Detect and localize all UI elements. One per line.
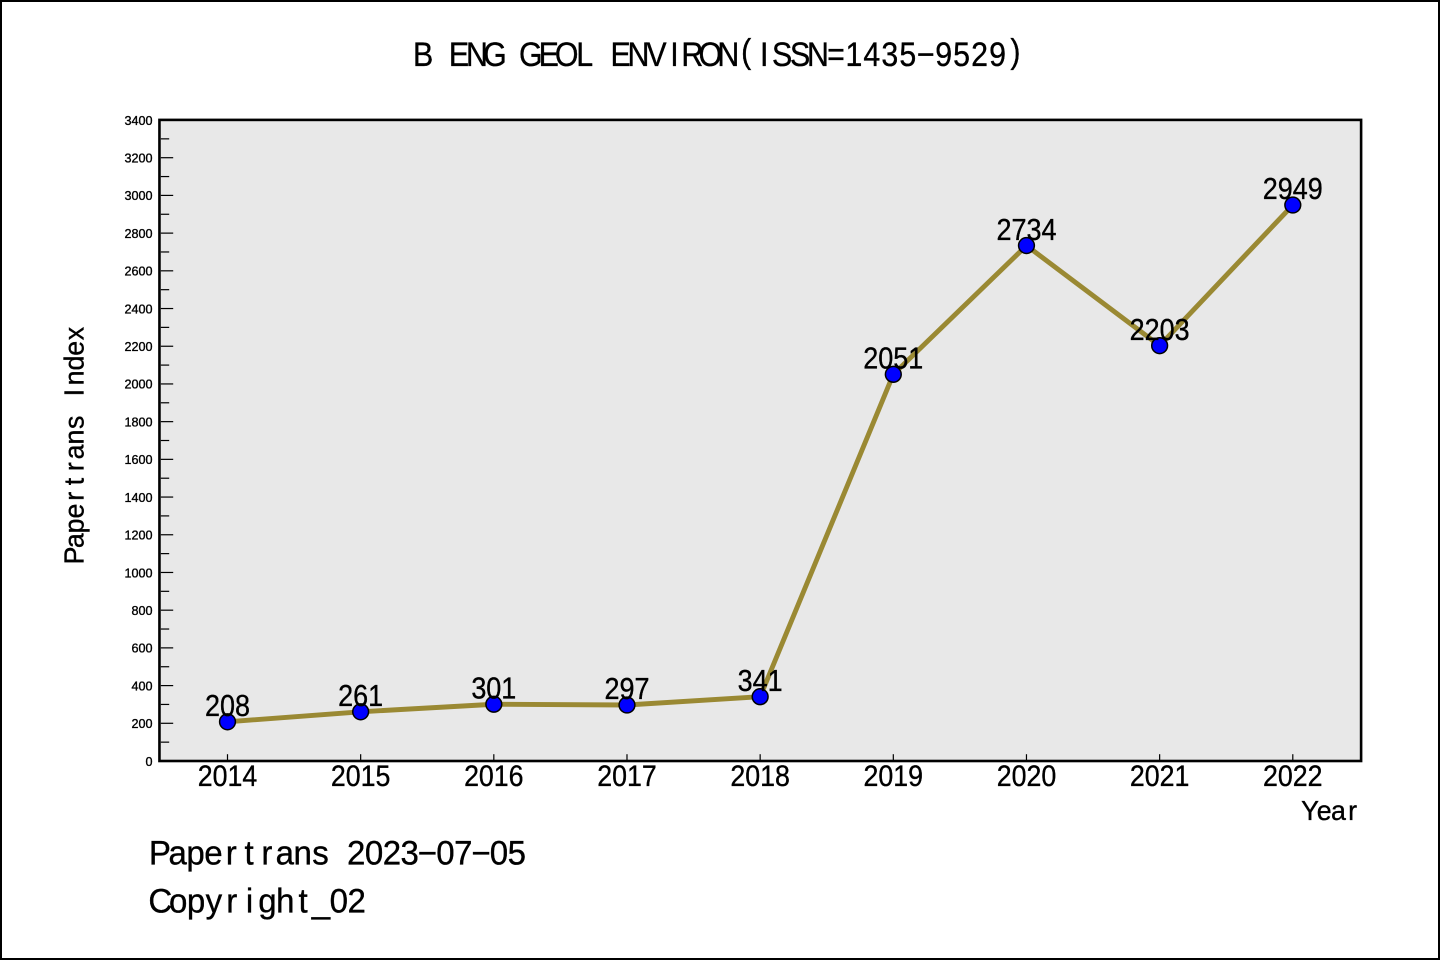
svg-text:2400: 2400 [124, 302, 152, 316]
svg-text:2020: 2020 [997, 760, 1057, 793]
svg-text:2018: 2018 [730, 760, 790, 793]
svg-text:2021: 2021 [1130, 760, 1190, 793]
svg-text:Papertrans Index: Papertrans Index [58, 326, 89, 564]
svg-text:297: 297 [604, 672, 649, 706]
svg-text:2051: 2051 [863, 342, 923, 376]
svg-text:2800: 2800 [124, 227, 152, 241]
svg-text:1800: 1800 [124, 415, 152, 429]
svg-text:2203: 2203 [1130, 313, 1190, 347]
svg-text:Papertrans 2023−07−05: Papertrans 2023−07−05 [149, 835, 526, 872]
svg-text:2019: 2019 [864, 760, 924, 793]
svg-text:200: 200 [131, 717, 152, 731]
svg-text:3000: 3000 [124, 189, 152, 203]
svg-text:Year: Year [1301, 795, 1357, 826]
svg-text:0: 0 [145, 755, 152, 769]
svg-text:2000: 2000 [124, 378, 152, 392]
svg-text:400: 400 [131, 679, 152, 693]
svg-text:3400: 3400 [124, 114, 152, 128]
svg-text:1600: 1600 [124, 453, 152, 467]
svg-text:1400: 1400 [124, 491, 152, 505]
svg-text:2014: 2014 [198, 760, 258, 793]
svg-text:2017: 2017 [597, 760, 657, 793]
svg-text:208: 208 [205, 689, 250, 723]
svg-text:800: 800 [131, 604, 152, 618]
svg-text:2600: 2600 [124, 265, 152, 279]
svg-text:341: 341 [738, 664, 783, 698]
svg-text:261: 261 [338, 679, 383, 713]
svg-text:1000: 1000 [124, 566, 152, 580]
svg-text:2734: 2734 [996, 213, 1056, 247]
svg-text:3200: 3200 [124, 152, 152, 166]
svg-text:2022: 2022 [1263, 760, 1323, 793]
svg-text:600: 600 [131, 642, 152, 656]
svg-text:2200: 2200 [124, 340, 152, 354]
svg-text:2949: 2949 [1263, 172, 1323, 206]
svg-text:2015: 2015 [331, 760, 391, 793]
svg-text:301: 301 [471, 671, 516, 705]
svg-text:1200: 1200 [124, 529, 152, 543]
svg-text:2016: 2016 [464, 760, 524, 793]
